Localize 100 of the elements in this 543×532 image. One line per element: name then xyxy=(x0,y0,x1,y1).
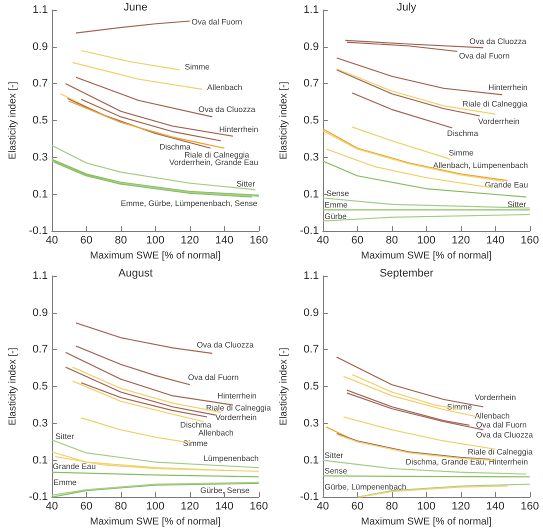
x-tick-label: 120 xyxy=(180,500,200,513)
y-tick-label: 1.1 xyxy=(32,4,48,16)
x-tick-label: 160 xyxy=(520,234,540,247)
x-tick-label: 80 xyxy=(114,500,127,513)
x-tick-label: 80 xyxy=(386,500,398,513)
annotation: Hinterrhein xyxy=(217,391,257,400)
annotation: Ova dal Fuorn xyxy=(192,17,242,26)
x-tick-label: 40 xyxy=(316,500,329,513)
annotation: Sitter xyxy=(507,200,526,209)
annotation: Ova da Cluozza xyxy=(198,104,256,114)
x-tick-label: 120 xyxy=(452,500,470,513)
annotation: Ova dal Fuorn xyxy=(459,51,510,60)
x-tick-label: 60 xyxy=(351,234,364,247)
annotation: Riale di Calneggia xyxy=(184,150,250,160)
chart-title: July xyxy=(396,2,417,14)
x-tick-label: 120 xyxy=(180,234,200,247)
y-tick-label: 0.3 xyxy=(304,417,319,430)
x-tick-label: 140 xyxy=(215,234,234,247)
y-tick-label: 0.3 xyxy=(32,417,48,430)
x-tick-label: 60 xyxy=(351,500,364,513)
x-tick-label: 100 xyxy=(417,500,436,513)
chart-title: June xyxy=(124,2,148,14)
annotation: Riale di Calneggia xyxy=(206,403,272,412)
x-tick-label: 160 xyxy=(520,500,540,513)
y-tick-label: 0.9 xyxy=(304,306,319,319)
annotation: Grande Eau xyxy=(52,462,96,472)
y-tick-label: 0.5 xyxy=(304,114,319,127)
y-tick-label: -0.1 xyxy=(300,491,319,504)
y-tick-label: 0.1 xyxy=(304,454,319,466)
y-tick-label: 0.5 xyxy=(32,380,48,393)
y-tick-label: 0.9 xyxy=(32,40,48,53)
annotation: Emme xyxy=(324,200,348,210)
y-axis-title: Elasticity index [-] xyxy=(278,347,290,426)
y-axis-title: Elasticity index [-] xyxy=(278,81,290,160)
annotation: Vorderrhein xyxy=(215,413,257,422)
y-tick-label: 0.7 xyxy=(32,78,48,90)
annotation: Ova da Cluozza xyxy=(196,340,254,350)
y-tick-label: 1.1 xyxy=(32,270,48,282)
annotation: Lümpenenbach xyxy=(204,454,259,463)
annotation: Allenbach xyxy=(207,82,242,92)
annotation: Simme xyxy=(184,62,210,72)
y-axis-title: Elasticity index [-] xyxy=(8,81,18,160)
annotation: Simme xyxy=(448,148,474,158)
x-tick-label: 60 xyxy=(80,234,92,247)
x-axis-title: Maximum SWE [% of normal] xyxy=(90,250,221,262)
x-tick-label: 140 xyxy=(486,500,505,513)
y-tick-label: 0.5 xyxy=(32,114,48,127)
y-axis-title: Elasticity index [-] xyxy=(8,347,18,426)
annotation: Riale di Calneggia xyxy=(462,99,528,108)
x-tick-label: 80 xyxy=(114,234,127,247)
annotation: Allenbach, Lümpenenbach xyxy=(433,161,528,170)
y-tick-label: -0.1 xyxy=(28,491,48,504)
annotation: Vorderrhein, Grande Eau xyxy=(169,158,258,168)
annotation: Riale di Calneggia xyxy=(468,447,534,456)
x-tick-label: 100 xyxy=(146,500,165,513)
annotation: Vorderrhein xyxy=(478,116,520,126)
y-tick-label: 0.7 xyxy=(304,78,319,90)
y-tick-label: -0.1 xyxy=(28,225,48,238)
annotation: Grande Eau xyxy=(484,180,528,190)
y-tick-label: 0.9 xyxy=(32,306,48,319)
annotation: Sense xyxy=(324,466,348,476)
x-tick-label: 100 xyxy=(146,234,165,247)
annotation: Vorderrhein xyxy=(474,393,516,402)
y-tick-label: 0.3 xyxy=(304,151,319,164)
x-tick-label: 40 xyxy=(316,234,329,247)
y-tick-label: 0.7 xyxy=(32,344,48,356)
annotation: Dischma xyxy=(159,142,192,152)
annotation: Hinterrhein xyxy=(488,82,528,92)
annotation: Sitter xyxy=(236,180,256,189)
annotation: Gürbe, Lümpenenbach xyxy=(324,482,406,492)
x-tick-label: 40 xyxy=(46,234,58,247)
annotation: Dischma xyxy=(447,128,479,138)
y-tick-label: -0.1 xyxy=(300,225,319,238)
annotation: Hinterrhein xyxy=(219,124,258,134)
annotation: Allenbach xyxy=(474,411,510,420)
x-tick-label: 160 xyxy=(250,234,268,247)
y-tick-label: 0.1 xyxy=(32,188,48,200)
x-tick-label: 120 xyxy=(452,234,470,247)
y-tick-label: 0.1 xyxy=(304,188,319,200)
x-tick-label: 60 xyxy=(80,500,92,513)
annotation: Gürbe xyxy=(324,212,348,221)
annotation: Sitter xyxy=(324,451,344,460)
x-tick-label: 160 xyxy=(250,500,268,513)
annotation: Ova da Cluozza xyxy=(476,430,534,440)
chart-title: August xyxy=(118,268,153,280)
annotation: Sense xyxy=(326,188,350,198)
x-tick-label: 140 xyxy=(486,234,505,247)
annotation: Dischma xyxy=(180,420,212,430)
x-axis-title: Maximum SWE [% of normal] xyxy=(361,516,492,528)
y-tick-label: 0.7 xyxy=(304,344,319,356)
y-tick-label: 0.3 xyxy=(32,151,48,164)
y-tick-label: 0.9 xyxy=(304,40,319,53)
annotation: Sitter xyxy=(55,432,74,441)
x-axis-title: Maximum SWE [% of normal] xyxy=(90,516,221,528)
y-tick-label: 1.1 xyxy=(304,4,319,16)
x-tick-label: 80 xyxy=(386,234,398,247)
annotation: Ova da Cluozza xyxy=(469,36,527,46)
annotation: Allenbach xyxy=(198,428,234,438)
chart-title: September xyxy=(380,268,434,280)
y-tick-label: 1.1 xyxy=(304,270,319,282)
